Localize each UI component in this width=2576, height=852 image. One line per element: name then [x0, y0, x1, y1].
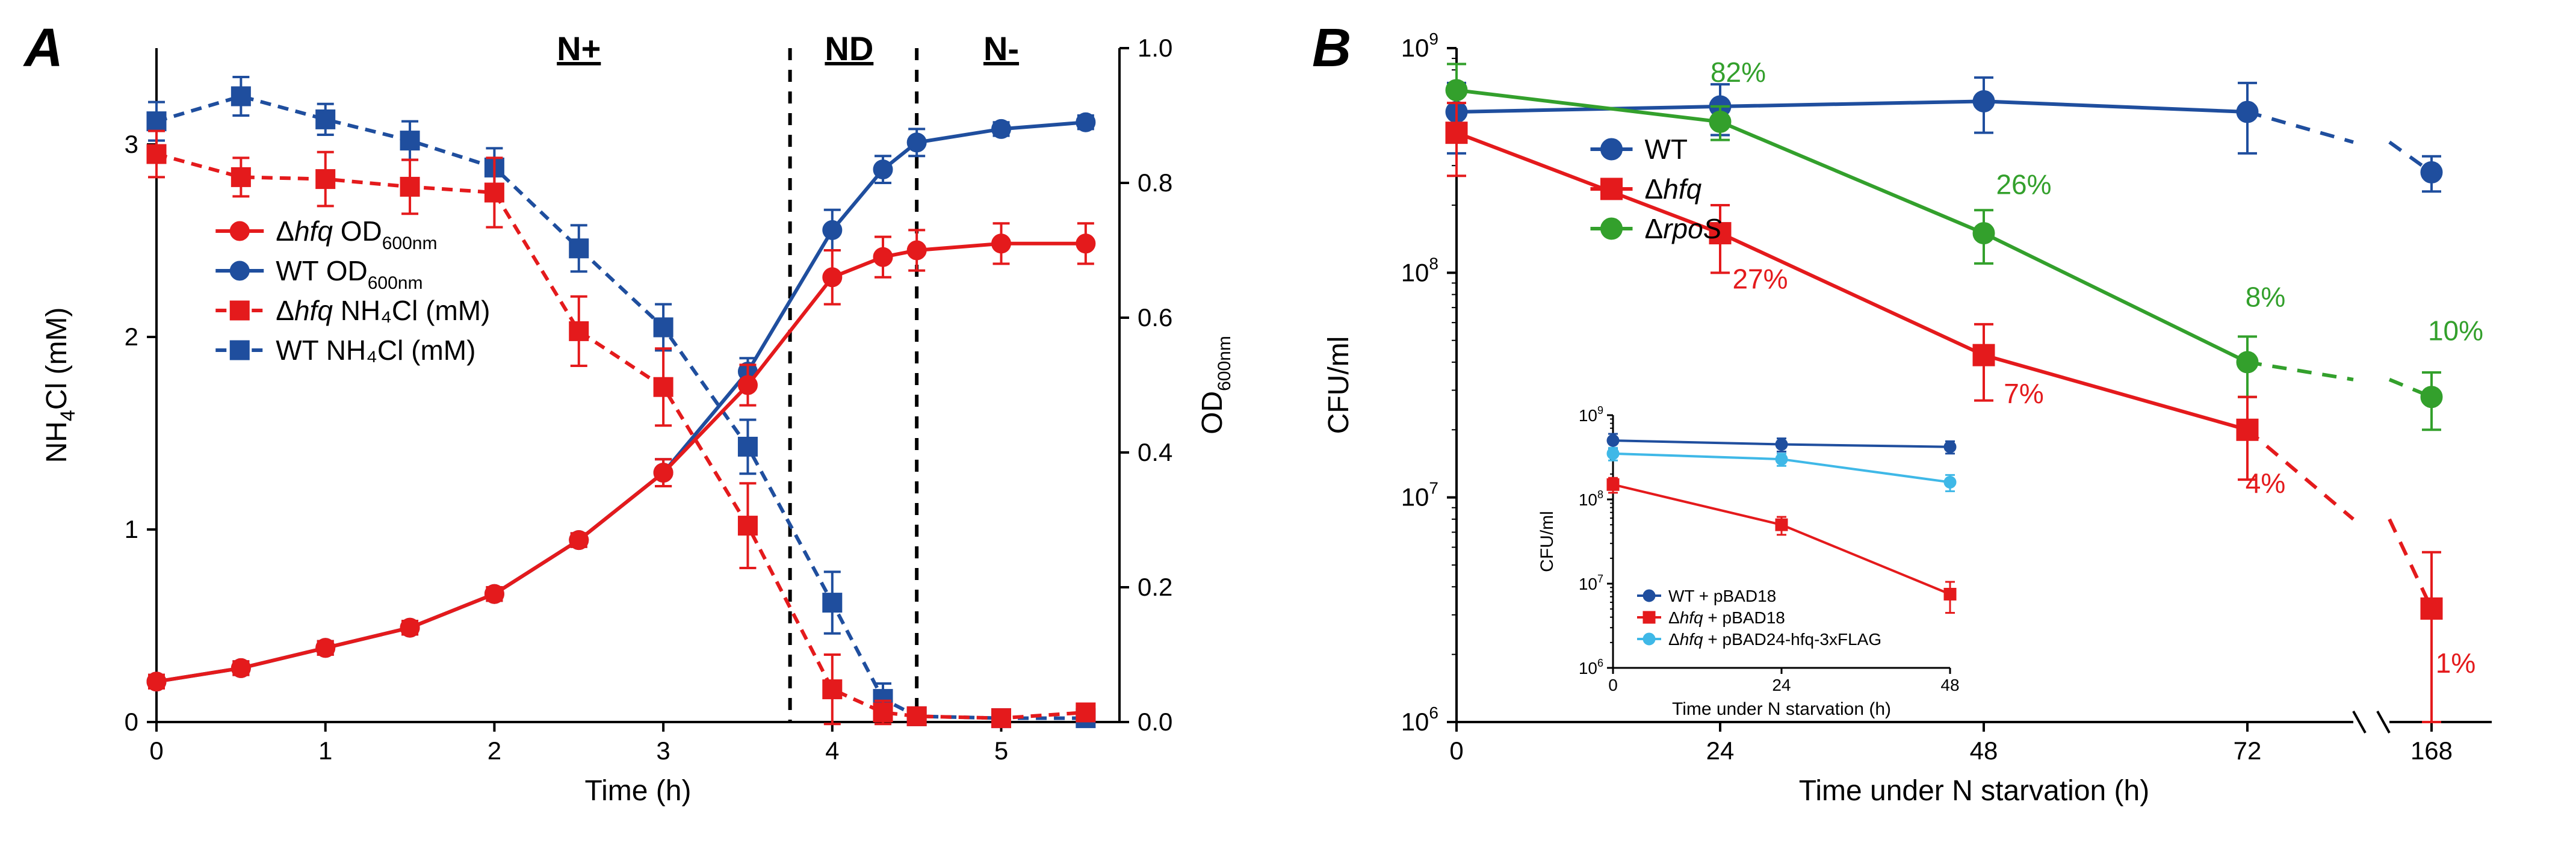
inset-legend-item: Δhfq + pBAD24-hfq-3xFLAG [1668, 630, 1881, 649]
phase-label: ND [825, 29, 873, 67]
ytick-left: 1 [125, 515, 138, 543]
ytick-left: 3 [125, 130, 138, 158]
pct-label: 26% [1996, 169, 2051, 200]
inset-xtick: 48 [1940, 676, 1959, 694]
pct-label: 8% [2246, 281, 2285, 312]
inset-ytick: 107 [1579, 573, 1603, 593]
xtick: 48 [1970, 736, 1998, 765]
ytick: 109 [1401, 29, 1438, 62]
ytick-right: 0.2 [1138, 573, 1172, 601]
inset-ytick: 108 [1579, 489, 1603, 509]
panel-A: A 0 1 2 3 4 5 0 1 2 3 0.0 0.2 0.4 0.6 0.8 1.0 Time (h) NH4… [0, 0, 1288, 852]
chart-A: A 0 1 2 3 4 5 0 1 2 3 0.0 0.2 0.4 0.6 0.8 1.0 Time (h) NH4… [0, 0, 1288, 852]
ytick-left: 0 [125, 708, 138, 736]
xtick: 0 [1449, 736, 1463, 765]
xtick: 5 [994, 736, 1008, 765]
ytick-right: 0.0 [1138, 708, 1172, 736]
legend-item: WT OD600nm [276, 255, 423, 293]
ytick-left: 2 [125, 323, 138, 351]
pct-label: 4% [2246, 468, 2285, 499]
legend-item: Δhfq [1645, 173, 1702, 205]
pct-label: 82% [1711, 57, 1766, 88]
ytick-right: 0.6 [1138, 303, 1172, 332]
inset-xtick: 24 [1772, 676, 1791, 694]
phase-label: N+ [557, 29, 601, 67]
xlabel-A: Time (h) [585, 775, 692, 807]
ytick: 108 [1401, 254, 1438, 286]
xtick: 1 [318, 736, 332, 765]
xtick: 72 [2234, 736, 2262, 765]
xtick: 168 [2410, 736, 2453, 765]
ylabel-right-A: OD600nm [1197, 336, 1234, 434]
xtick: 3 [656, 736, 670, 765]
figure: A 0 1 2 3 4 5 0 1 2 3 0.0 0.2 0.4 0.6 0.8 1.0 Time (h) NH4… [0, 0, 2576, 852]
legend-item: ΔrpoS [1645, 213, 1722, 244]
legend-item: WT NH₄Cl (mM) [276, 335, 475, 366]
inset-xtick: 0 [1608, 676, 1618, 694]
ylabel-left-A: NH4Cl (mM) [41, 307, 79, 463]
xtick: 4 [825, 736, 839, 765]
xtick: 24 [1706, 736, 1735, 765]
inset-legend-item: Δhfq + pBAD18 [1668, 608, 1785, 627]
panel-letter-A: A [23, 18, 63, 78]
xlabel-B: Time under N starvation (h) [1799, 775, 2149, 807]
pct-label: 10% [2428, 315, 2483, 346]
xtick: 2 [488, 736, 501, 765]
ylabel-B: CFU/ml [1323, 336, 1355, 434]
inset-ylabel: CFU/ml [1537, 511, 1557, 572]
inset-ytick: 109 [1579, 404, 1603, 425]
phase-label: N- [983, 29, 1019, 67]
chart-B: B 0 24 48 72 168 106 107 108 109 Time under N star… [1288, 0, 2576, 852]
pct-label: 27% [1732, 263, 1788, 294]
pct-label: 7% [2004, 378, 2043, 409]
legend-item: Δhfq OD600nm [276, 215, 437, 253]
inset-ytick: 106 [1579, 657, 1603, 678]
xtick: 0 [149, 736, 163, 765]
ytick: 106 [1401, 703, 1438, 736]
inset-xlabel: Time under N starvation (h) [1672, 699, 1891, 719]
ytick-right: 0.4 [1138, 438, 1172, 466]
panel-B: B 0 24 48 72 168 106 107 108 109 Time under N star… [1288, 0, 2576, 852]
panel-letter-B: B [1312, 18, 1351, 78]
ytick-right: 1.0 [1138, 34, 1172, 62]
legend-item: Δhfq NH₄Cl (mM) [276, 295, 490, 326]
ytick: 107 [1401, 479, 1438, 511]
ytick-right: 0.8 [1138, 168, 1172, 197]
legend-item: WT [1645, 134, 1688, 165]
pct-label: 1% [2436, 647, 2475, 679]
inset-legend-item: WT + pBAD18 [1668, 587, 1776, 605]
